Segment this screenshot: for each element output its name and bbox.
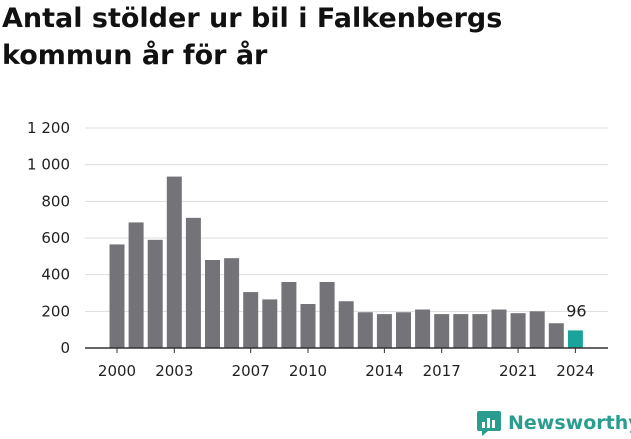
y-tick-label: 200 — [41, 302, 70, 320]
bar — [415, 309, 431, 348]
bar — [224, 258, 240, 348]
bar — [147, 239, 163, 348]
y-tick-label: 1 200 — [27, 119, 70, 137]
y-tick-label: 1 000 — [27, 156, 70, 174]
annotations: 96 — [566, 301, 586, 320]
bar — [205, 260, 220, 348]
bar — [338, 301, 354, 348]
bar — [166, 176, 182, 348]
bar — [281, 282, 297, 348]
x-tick-label: 2017 — [423, 362, 461, 380]
bars — [109, 176, 583, 348]
x-tick-label: 2003 — [155, 362, 193, 380]
bar — [376, 314, 392, 348]
x-axis-ticks: 2000 2003 2007 2010 2014 2017 2021 2024 — [98, 348, 594, 380]
bar — [300, 304, 316, 348]
bar — [434, 314, 450, 348]
data-label: 96 — [566, 301, 586, 320]
x-tick-label: 2007 — [232, 362, 270, 380]
logo-text: Newsworthy — [508, 412, 631, 434]
chart-title: Antal stölder ur bil i Falkenbergs kommu… — [2, 3, 503, 71]
bar — [319, 282, 335, 348]
bar — [396, 312, 411, 348]
y-tick-label: 0 — [60, 339, 70, 357]
y-tick-label: 800 — [41, 192, 70, 210]
bar — [357, 312, 373, 348]
bar — [548, 323, 564, 348]
y-axis-labels: 0 200 400 600 800 1 000 1 200 — [27, 119, 70, 357]
y-tick-label: 600 — [41, 229, 70, 247]
grid-lines — [85, 127, 608, 312]
newsworthy-logo-icon — [477, 411, 501, 436]
bar — [128, 222, 144, 348]
bar — [491, 309, 507, 348]
bar — [453, 314, 469, 348]
y-tick-label: 400 — [41, 266, 70, 284]
bar — [243, 292, 259, 348]
newsworthy-logo: Newsworthy — [476, 408, 631, 438]
bar — [567, 330, 583, 348]
x-tick-label: 2000 — [98, 362, 136, 380]
bar — [529, 311, 545, 348]
bar — [262, 299, 278, 348]
bar — [472, 314, 488, 348]
x-tick-label: 2014 — [365, 362, 403, 380]
x-tick-label: 2010 — [289, 362, 327, 380]
bar — [185, 217, 201, 348]
x-tick-label: 2024 — [556, 362, 594, 380]
bar — [109, 244, 125, 348]
x-tick-label: 2021 — [499, 362, 537, 380]
bar — [510, 313, 526, 348]
